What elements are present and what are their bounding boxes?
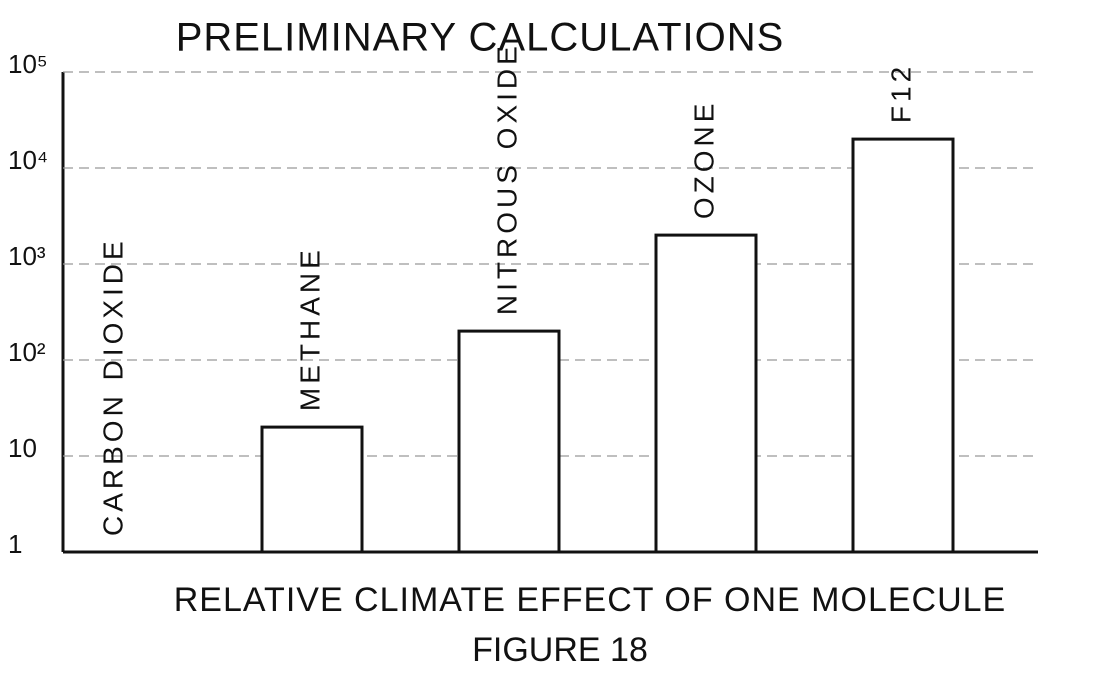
category-label: CARBON DIOXIDE (97, 237, 128, 536)
x-axis-label: RELATIVE CLIMATE EFFECT OF ONE MOLECULE (174, 581, 1006, 619)
bar (260, 425, 364, 554)
category-label: OZONE (688, 100, 719, 220)
y-tick-label: 10 (8, 433, 37, 463)
y-tick-label: 1 (8, 529, 22, 559)
chart-title: PRELIMINARY CALCULATIONS (176, 16, 785, 60)
y-tick-label: 10² (8, 337, 46, 367)
y-tick-label: 10⁵ (8, 49, 48, 79)
y-tick-label: 10⁴ (8, 145, 48, 175)
bar (457, 329, 561, 554)
category-label: METHANE (294, 246, 325, 411)
category-label: F12 (885, 63, 916, 123)
bar (654, 233, 758, 554)
category-label: NITROUS OXIDE (491, 42, 522, 315)
y-tick-label: 10³ (8, 241, 46, 271)
bar (851, 137, 955, 554)
caption: FIGURE 18 (472, 631, 648, 669)
